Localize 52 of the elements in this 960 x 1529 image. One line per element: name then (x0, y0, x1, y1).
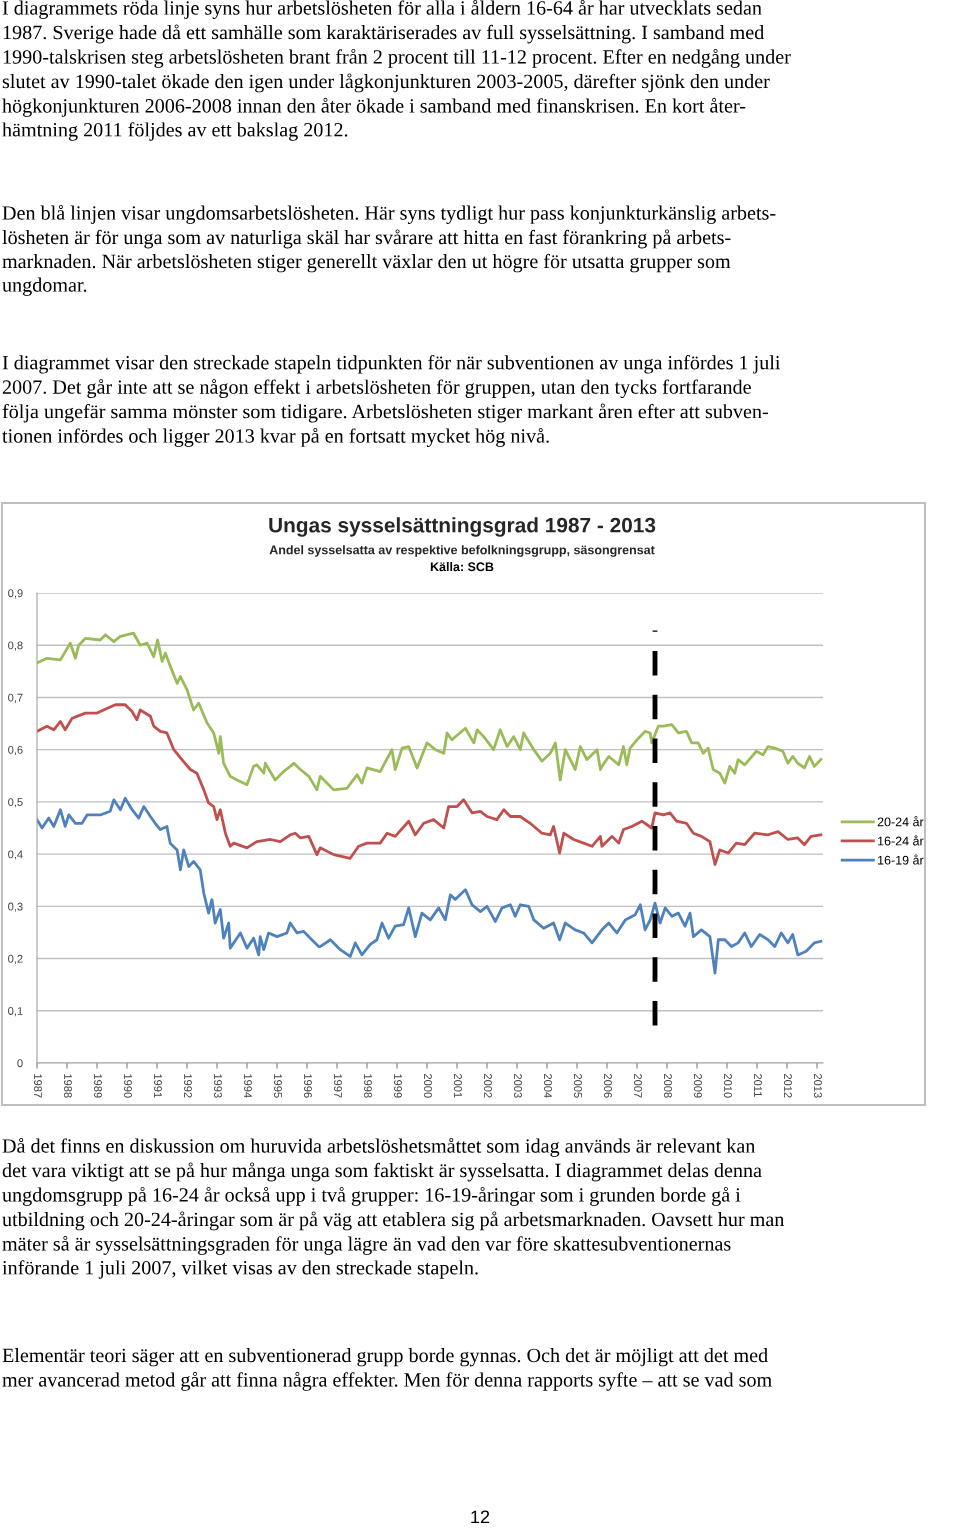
x-tick-label: 2010 (724, 1073, 732, 1098)
line-series (37, 631, 823, 792)
x-tick-label: 2006 (604, 1073, 612, 1098)
x-tick-label: 1995 (274, 1074, 282, 1098)
x-tick-label: 2003 (514, 1073, 522, 1098)
x-tick-label: 2009 (694, 1073, 702, 1098)
x-tick-label: 1993 (214, 1074, 222, 1098)
x-tick-label: 1999 (394, 1074, 402, 1098)
text: Elementär teori säger att en subventionerad grupp borde gynnas. Och det är möjligt att det med mer avancerad metod går att finna några effekter. Men för denna rapports syfte – att se vad som (2, 1348, 772, 1391)
y-tick-label: 0,1 (8, 1007, 23, 1017)
x-tick-label: 2004 (544, 1073, 552, 1098)
x-tick-label: 1992 (184, 1074, 192, 1098)
x-tick-label: 1989 (94, 1074, 102, 1098)
y-tick-label: 0,6 (8, 745, 23, 756)
legend-label: 20-24 år (877, 816, 924, 827)
y-tick-label: 0,9 (8, 589, 23, 599)
x-tick-label: 2000 (424, 1073, 432, 1098)
x-tick-label: 1987 (34, 1074, 42, 1098)
x-tick-label: 2011 (754, 1073, 762, 1097)
text: Då det finns en diskussion om huruvida arbetslöshetsmåttet som idag används är relevant kan det vara viktigt att se på hur många unga som faktiskt är sysselsatta. I diagrammet delas denna ungdomsgrupp på 16-24 år också upp i två grupper: 16-19-åringar som i grunden borde gå i utbildning och 20-24-åringar som är på väg att etablera sig på arbetsmarknaden. Oavsett hur man mäter så är sysselsättningsgraden för unga lägre än vad den var före skattesubventionernas införande 1 juli 2007, vilket visas av den streckade stapeln. (2, 1138, 785, 1279)
chart-subtitle: Andel sysselsatta av respektive befolkningsgrupp, säsongrensat (269, 545, 655, 557)
x-tick-label: 1990 (124, 1074, 132, 1098)
y-tick-label: 0 (17, 1059, 23, 1068)
y-tick-label: 0,5 (8, 798, 23, 808)
x-tick-label: 2008 (664, 1073, 672, 1098)
text: 12 (471, 1510, 490, 1524)
x-tick-label: 1997 (334, 1074, 342, 1098)
x-tick-label: 1996 (304, 1074, 312, 1098)
x-tick-label: 2013 (814, 1073, 822, 1098)
text: Den blå linjen visar ungdomsarbetslösheten. Här syns tydligt hur pass konjunkturkänslig arbets- lösheten är för unga som av naturliga skäl har svårare att hitta en fast förankring på arbets- marknaden. När arbetslösheten stiger generellt växlar den ut högre för utsatta grupper som ungdomar. (2, 205, 776, 296)
text: I diagrammets röda linje syns hur arbetslösheten för alla i åldern 16-64 år har utvecklats sedan 1987. Sverige hade då ett samhälle som karaktäriserades av full sysselsättning. I samband med 1990-talskrisen steg arbetslösheten brant från 2 procent till 11-12 procent. Efter en nedgång under slutet av 1990-talet ökade den igen under lågkonjunkturen 2003-2005, därefter sjönk den under högkonjunkturen 2006-2008 innan den åter ökade i samband med finanskrisen. En kort åter- hämtning 2011 följdes av ett bakslag 2012. (2, 0, 791, 141)
legend-label: 16-24 år (878, 835, 924, 846)
x-tick-label: 1998 (364, 1074, 372, 1098)
x-tick-label: 2002 (484, 1073, 492, 1098)
line-series (37, 703, 823, 866)
legend-label: 16-19 år (878, 854, 924, 865)
y-tick-label: 0,4 (8, 850, 23, 860)
y-tick-label: 0,2 (8, 954, 23, 964)
x-tick-label: 1994 (244, 1074, 252, 1098)
text: Källa: SCB (430, 562, 494, 572)
x-tick-label: 2001 (454, 1073, 462, 1098)
x-tick-label: 2012 (784, 1073, 792, 1098)
y-tick-label: 0,8 (8, 641, 23, 651)
y-tick-label: 0,3 (8, 902, 23, 912)
x-tick-label: 2005 (574, 1073, 582, 1098)
chart-title: Ungas sysselsättningsgrad 1987 - 2013 (269, 517, 656, 537)
y-tick-label: 0,7 (8, 693, 23, 703)
text: I diagrammet visar den streckade stapeln tidpunkten för när subventionen av unga infördes 1 juli 2007. Det går inte att se någon effekt i arbetslösheten för gruppen, utan den tycks fortfarande följa ungefär samma mönster som tidigare. Arbetslösheten stiger markant åren efter att subven- tionen infördes och ligger 2013 kvar på en fortsatt mycket hög nivå. (2, 355, 781, 447)
x-tick-label: 1991 (154, 1074, 162, 1098)
line-series (37, 796, 823, 975)
x-tick-label: 1988 (64, 1074, 72, 1098)
x-tick-label: 2007 (634, 1073, 642, 1098)
